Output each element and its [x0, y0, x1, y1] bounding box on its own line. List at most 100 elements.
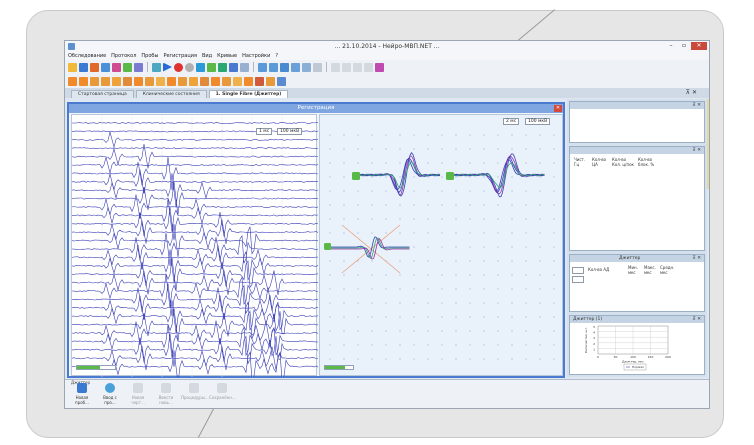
- measure-icon[interactable]: [211, 76, 220, 86]
- measure-icon[interactable]: [277, 76, 286, 86]
- measure-icon[interactable]: [101, 76, 110, 86]
- grid-dot: [525, 176, 527, 178]
- cursor-icon[interactable]: [302, 62, 311, 72]
- new-probe-button[interactable]: Новая проб...: [69, 383, 95, 405]
- measure-icon[interactable]: [167, 76, 176, 86]
- measure-icon[interactable]: [233, 76, 242, 86]
- help-icon[interactable]: [375, 62, 384, 72]
- chart-icon[interactable]: [123, 62, 132, 72]
- measure-icon[interactable]: [145, 76, 154, 86]
- stop-icon[interactable]: [185, 62, 194, 72]
- open-icon[interactable]: [90, 62, 99, 72]
- grid-dot: [427, 162, 429, 164]
- report-icon[interactable]: [112, 62, 121, 72]
- measure-icon[interactable]: [79, 76, 88, 86]
- grid-dot: [539, 358, 541, 360]
- jitter-x-tick: 50: [614, 355, 618, 359]
- raw-traces-panel[interactable]: 1 мс 100 мкВ: [71, 114, 319, 384]
- disabled-tool-icon[interactable]: [331, 62, 340, 72]
- scale-icon[interactable]: [269, 62, 278, 72]
- menu-item[interactable]: ?: [275, 53, 278, 59]
- grid-dot: [553, 316, 555, 318]
- pin-icon[interactable]: ⊼ ✕: [692, 103, 702, 108]
- grid-dot: [511, 344, 513, 346]
- menu-item[interactable]: Кривые: [217, 53, 238, 59]
- stat-icon[interactable]: [134, 62, 143, 72]
- average-icon[interactable]: [280, 62, 289, 72]
- stimulus-icon[interactable]: [152, 62, 161, 72]
- new-exam-icon[interactable]: [68, 62, 77, 72]
- right-sensitivity-select[interactable]: 100 мкВ: [525, 118, 551, 125]
- grid-dot: [343, 204, 345, 206]
- play-icon[interactable]: [163, 62, 172, 72]
- pin-icon[interactable]: ⊼ ✕: [692, 256, 702, 261]
- grid-dot: [511, 246, 513, 248]
- table-icon[interactable]: [313, 62, 322, 72]
- tab-start-page[interactable]: Стартовая страница: [71, 90, 134, 98]
- tab-clinical-states[interactable]: Клинические состояния: [135, 90, 207, 98]
- measure-icon[interactable]: [255, 76, 264, 86]
- measure-icon[interactable]: [266, 76, 275, 86]
- disabled-tool-icon[interactable]: [364, 62, 373, 72]
- grid-dot: [511, 358, 513, 360]
- patient-icon[interactable]: [79, 62, 88, 72]
- pin-icon[interactable]: ⊼ ✕: [692, 148, 702, 153]
- disabled-tool-icon[interactable]: [342, 62, 351, 72]
- enter-new-label: Ввести новь...: [158, 395, 174, 405]
- grid-dot: [469, 218, 471, 220]
- menu-item[interactable]: Обследование: [68, 53, 107, 59]
- filter-icon[interactable]: [258, 62, 267, 72]
- measure-icon[interactable]: [200, 76, 209, 86]
- measure-icon[interactable]: [156, 76, 165, 86]
- menu-item[interactable]: Вид: [201, 53, 213, 59]
- measure-icon[interactable]: [134, 76, 143, 86]
- marker-icon[interactable]: [218, 62, 227, 72]
- left-sweep-select[interactable]: 1 мс: [256, 128, 273, 135]
- pin-icon[interactable]: ⊼ ✕: [692, 317, 702, 322]
- jitter-count-input-2[interactable]: [572, 276, 584, 283]
- pane-pin-icon[interactable]: ⊼ ✕: [685, 89, 697, 96]
- zoom-icon[interactable]: [229, 62, 238, 72]
- minimize-button[interactable]: –: [669, 42, 673, 49]
- measure-icon[interactable]: [244, 76, 253, 86]
- enter-new-button[interactable]: Ввести новь...: [153, 383, 179, 405]
- grid-dot: [455, 134, 457, 136]
- menu-item[interactable]: Регистрация: [163, 53, 197, 59]
- menu-item[interactable]: Настройки: [242, 53, 271, 59]
- grid-dot: [455, 204, 457, 206]
- grid-dot: [413, 204, 415, 206]
- measure-icon[interactable]: [112, 76, 121, 86]
- record-icon[interactable]: [174, 62, 183, 72]
- measure-icon[interactable]: [68, 76, 77, 86]
- measure-icon[interactable]: [189, 76, 198, 86]
- saved-button[interactable]: Сохранённ...: [209, 383, 236, 400]
- maximize-button[interactable]: ▫: [681, 42, 687, 49]
- jitter-count-input[interactable]: [572, 267, 584, 274]
- menu-item[interactable]: Пробы: [141, 53, 159, 59]
- right-sweep-select[interactable]: 2 мс: [503, 118, 520, 125]
- grid-dot: [385, 134, 387, 136]
- pause-icon[interactable]: [196, 62, 205, 72]
- procedures-button[interactable]: Процедуры...: [181, 383, 209, 400]
- measure-icon[interactable]: [123, 76, 132, 86]
- left-sensitivity-select[interactable]: 100 мкВ: [277, 128, 303, 135]
- menu-item[interactable]: Протокол: [111, 53, 137, 59]
- wave-icon[interactable]: [291, 62, 300, 72]
- registration-close-button[interactable]: ✕: [554, 105, 562, 112]
- measure-icon[interactable]: [90, 76, 99, 86]
- close-window-button[interactable]: ✕: [691, 42, 707, 50]
- disabled-tool-icon[interactable]: [353, 62, 362, 72]
- import-probe-button[interactable]: Ввод с про...: [97, 383, 123, 405]
- side-dock-tab[interactable]: [707, 99, 709, 189]
- tab-single-fibre[interactable]: 1. Single Fibre (Джиттер): [208, 90, 289, 98]
- grid-dot: [539, 274, 541, 276]
- grid-dot: [427, 190, 429, 192]
- measure-icon[interactable]: [178, 76, 187, 86]
- audio-icon[interactable]: [240, 62, 249, 72]
- superimposed-panel[interactable]: 2 мс 100 мкВ: [319, 114, 563, 376]
- new-trace-button[interactable]: Новая черт...: [125, 383, 151, 405]
- grid-dot: [497, 134, 499, 136]
- measure-icon[interactable]: [222, 76, 231, 86]
- print-icon[interactable]: [101, 62, 110, 72]
- freeze-icon[interactable]: [207, 62, 216, 72]
